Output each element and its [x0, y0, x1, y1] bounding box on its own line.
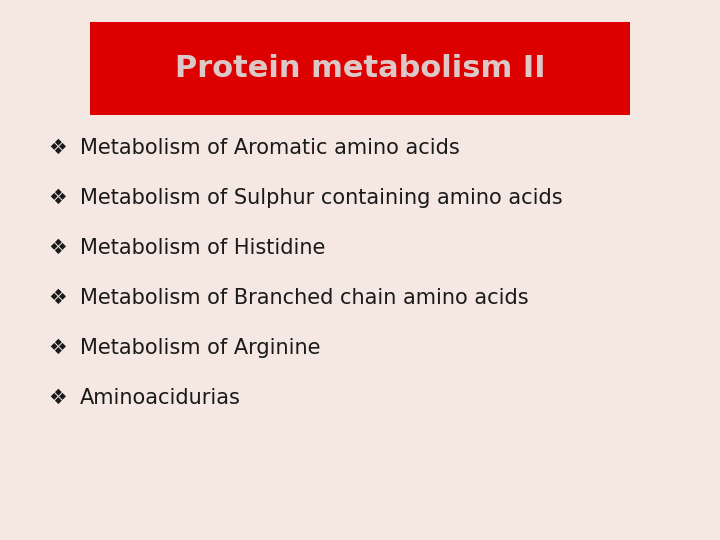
Text: Aminoacidurias: Aminoacidurias — [80, 388, 241, 408]
Text: ❖: ❖ — [48, 388, 67, 408]
Text: ❖: ❖ — [48, 288, 67, 308]
Text: ❖: ❖ — [48, 238, 67, 258]
Text: Metabolism of Branched chain amino acids: Metabolism of Branched chain amino acids — [80, 288, 528, 308]
Text: ❖: ❖ — [48, 188, 67, 208]
Text: Metabolism of Arginine: Metabolism of Arginine — [80, 338, 320, 358]
Text: ❖: ❖ — [48, 338, 67, 358]
Text: Metabolism of Sulphur containing amino acids: Metabolism of Sulphur containing amino a… — [80, 188, 562, 208]
Text: Metabolism of Aromatic amino acids: Metabolism of Aromatic amino acids — [80, 138, 460, 158]
Text: ❖: ❖ — [48, 138, 67, 158]
Text: Metabolism of Histidine: Metabolism of Histidine — [80, 238, 325, 258]
Text: Protein metabolism II: Protein metabolism II — [175, 54, 545, 83]
FancyBboxPatch shape — [90, 22, 630, 115]
